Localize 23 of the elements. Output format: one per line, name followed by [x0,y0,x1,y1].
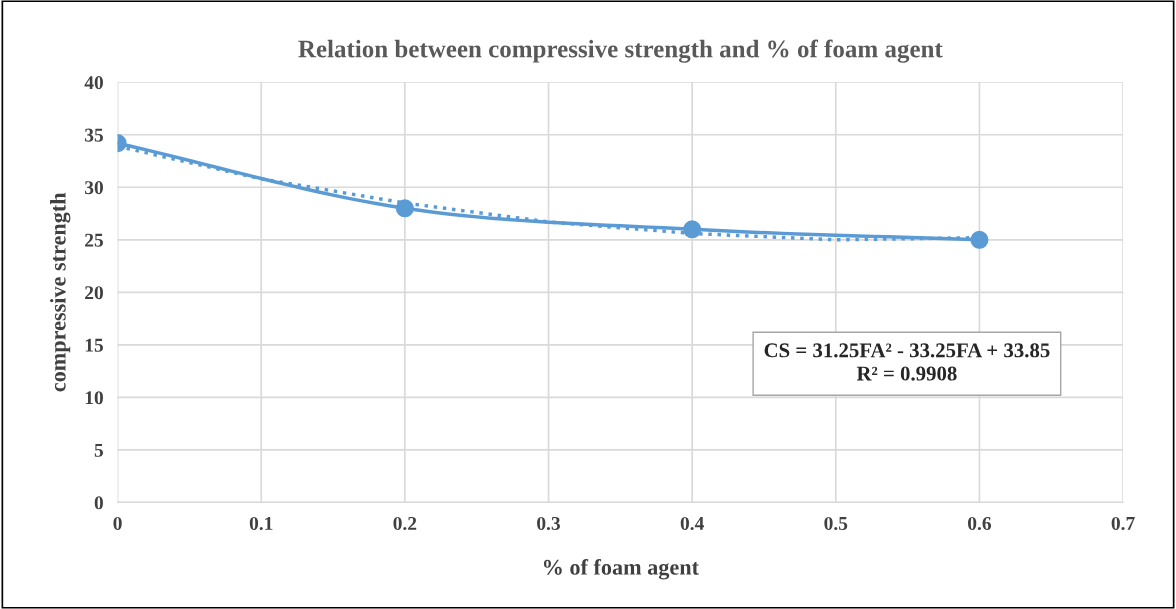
annotation: CS = 31.25FA² - 33.25FA + 33.85 R² = 0.9908 [764,343,1050,381]
x-tick-label: 0.7 [1111,516,1135,531]
chart-title: Relation between compressive strength and % of foam agent [298,39,943,63]
x-tick-label: 0.2 [393,516,417,531]
y-tick-label: 35 [85,128,103,142]
point [683,220,702,239]
point [970,230,989,249]
y-tick-label: 10 [85,391,103,405]
y-tick-label: 15 [85,338,103,352]
y-tick-label: 20 [85,286,103,300]
x-tick-label: 0 [113,516,122,530]
y-tick-label: 5 [94,443,103,457]
y-tick-label: 25 [85,233,103,247]
x-tick-label: 0.4 [680,516,704,531]
x-axis-title: % of foam agent [543,558,699,580]
y-tick-label: 30 [85,181,103,195]
x-tick-label: 0.1 [249,516,273,531]
x-tick-label: 0.3 [537,516,561,531]
y-tick-label: 40 [84,76,103,90]
y-axis-title: compressive strength [50,192,71,392]
x-tick-label: 0.6 [968,516,992,531]
y-tick-label: 0 [94,496,103,510]
x-tick-label: 0.5 [824,516,848,531]
